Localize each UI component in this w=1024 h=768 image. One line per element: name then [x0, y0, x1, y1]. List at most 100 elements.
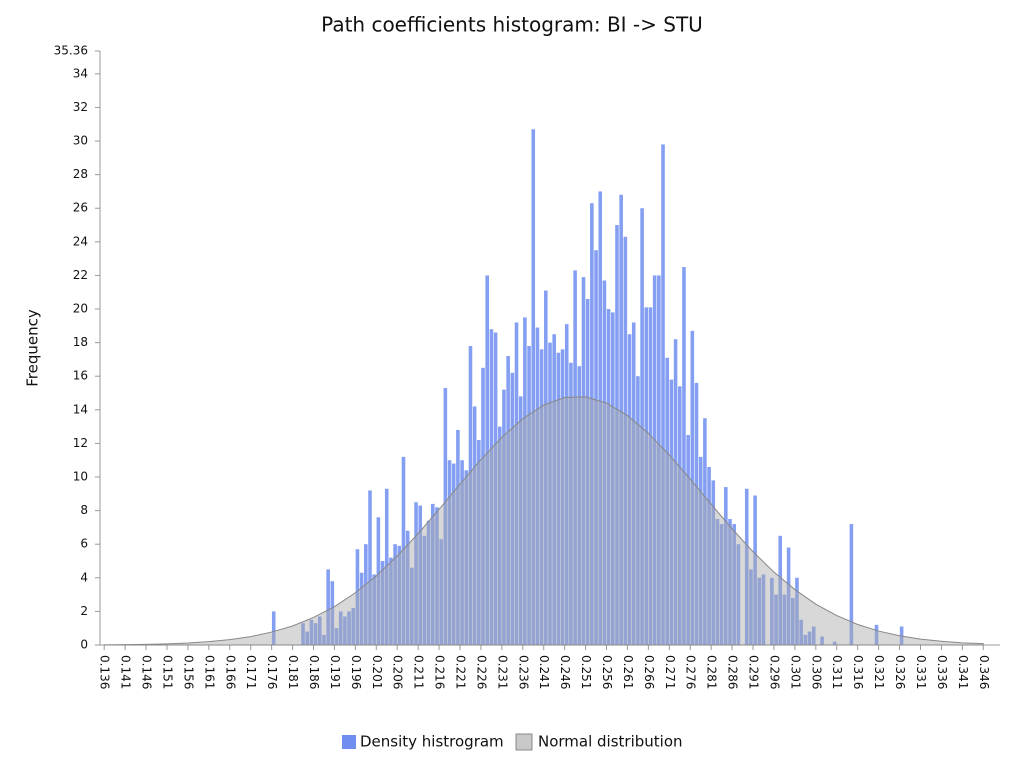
histogram-bar [514, 322, 519, 645]
histogram-bar [510, 372, 515, 645]
histogram-bar [435, 507, 439, 645]
histogram-bar [715, 519, 720, 645]
histogram-bar [569, 362, 573, 645]
y-tick-label: 22 [73, 268, 88, 282]
histogram-bar [464, 470, 469, 645]
histogram-bar [330, 581, 335, 645]
y-tick-label: 8 [80, 503, 88, 517]
y-tick-label: 0 [80, 638, 88, 652]
histogram-bar [820, 636, 824, 645]
chart-title: Path coefficients histogram: BI -> STU [321, 13, 703, 37]
y-axis-label: Frequency [24, 309, 42, 387]
histogram-bar [351, 608, 356, 645]
histogram-bar [598, 191, 603, 645]
x-tick-label: 0.241 [537, 655, 551, 689]
histogram-bar [422, 535, 427, 645]
histogram-bar [803, 634, 808, 645]
histogram-bar [719, 524, 724, 645]
y-tick-label: 34 [73, 66, 88, 80]
histogram-bar [690, 330, 695, 645]
x-tick-label: 0.251 [579, 655, 593, 689]
histogram-bar [619, 194, 623, 645]
histogram-bar [640, 208, 644, 645]
histogram-bar [305, 631, 310, 645]
histogram-bar [749, 569, 753, 645]
x-tick-label: 0.226 [474, 655, 488, 689]
histogram-bar [460, 460, 464, 645]
histogram-bar [477, 440, 481, 645]
histogram-bar [317, 616, 322, 645]
y-tick-label: 32 [73, 100, 88, 114]
histogram-bar [313, 623, 318, 645]
x-tick-label: 0.166 [223, 655, 237, 689]
histogram-bar [481, 367, 485, 645]
legend-label: Density histrogram [360, 733, 504, 751]
histogram-bar [665, 357, 670, 645]
x-tick-label: 0.291 [747, 655, 761, 689]
histogram-bar [556, 352, 561, 645]
histogram-bar [418, 505, 423, 645]
histogram-bar [338, 611, 343, 645]
histogram-bar [518, 396, 523, 645]
x-tick-label: 0.221 [454, 655, 468, 689]
histogram-bar [627, 334, 632, 645]
x-tick-label: 0.336 [935, 655, 949, 689]
x-tick-label: 0.196 [349, 655, 363, 689]
histogram-bar [602, 280, 607, 645]
histogram-bar [364, 544, 368, 645]
histogram-bar [732, 524, 736, 645]
x-tick-label: 0.191 [328, 655, 342, 689]
histogram-bar [401, 456, 406, 645]
x-tick-label: 0.211 [412, 655, 426, 689]
histogram-bar [610, 312, 615, 645]
histogram-bar [585, 298, 590, 645]
y-tick-label: 10 [73, 470, 88, 484]
histogram-bar [405, 530, 410, 645]
histogram-bar [677, 386, 682, 645]
histogram-bar [673, 339, 678, 645]
histogram-bar [347, 611, 351, 645]
histogram-bar [489, 329, 494, 645]
histogram-bar [661, 144, 665, 645]
x-tick-label: 0.301 [788, 655, 802, 689]
y-tick-label: 16 [73, 369, 88, 383]
x-tick-label: 0.186 [307, 655, 321, 689]
normal-area [103, 396, 984, 646]
x-tick-label: 0.286 [726, 655, 740, 689]
histogram-bar [770, 577, 774, 645]
histogram-bar [451, 463, 456, 645]
x-tick-label: 0.236 [516, 655, 530, 689]
histogram-bar [615, 225, 619, 645]
histogram-bar [774, 594, 778, 645]
y-tick-label: 12 [73, 436, 88, 450]
histogram-bar [832, 641, 837, 645]
histogram-bar [761, 574, 766, 645]
x-tick-label: 0.146 [140, 655, 154, 689]
y-tick-label: 26 [73, 201, 88, 215]
histogram-bar [548, 342, 552, 645]
histogram-bar [782, 594, 787, 645]
x-tick-label: 0.141 [119, 655, 133, 689]
histogram-bar [485, 275, 490, 645]
y-tick-label: 14 [73, 402, 88, 416]
y-tick-label: 18 [73, 335, 88, 349]
histogram-bar [636, 376, 640, 645]
x-tick-label: 0.326 [893, 655, 907, 689]
histogram-bar [573, 270, 577, 645]
histogram-bar [698, 456, 703, 645]
x-tick-label: 0.151 [160, 655, 174, 689]
x-tick-label: 0.321 [872, 655, 886, 689]
histogram-bar [539, 349, 544, 645]
histogram-bar [472, 406, 477, 645]
y-tick-label: 35.36 [54, 44, 88, 58]
histogram-bar [874, 624, 879, 645]
histogram-bar [376, 517, 381, 645]
histogram-bar [497, 426, 502, 645]
histogram-bar [631, 322, 636, 645]
histogram-bar [799, 619, 803, 645]
x-tick-label: 0.266 [642, 655, 656, 689]
histogram-bar [523, 317, 527, 645]
histogram-bar [439, 539, 443, 645]
